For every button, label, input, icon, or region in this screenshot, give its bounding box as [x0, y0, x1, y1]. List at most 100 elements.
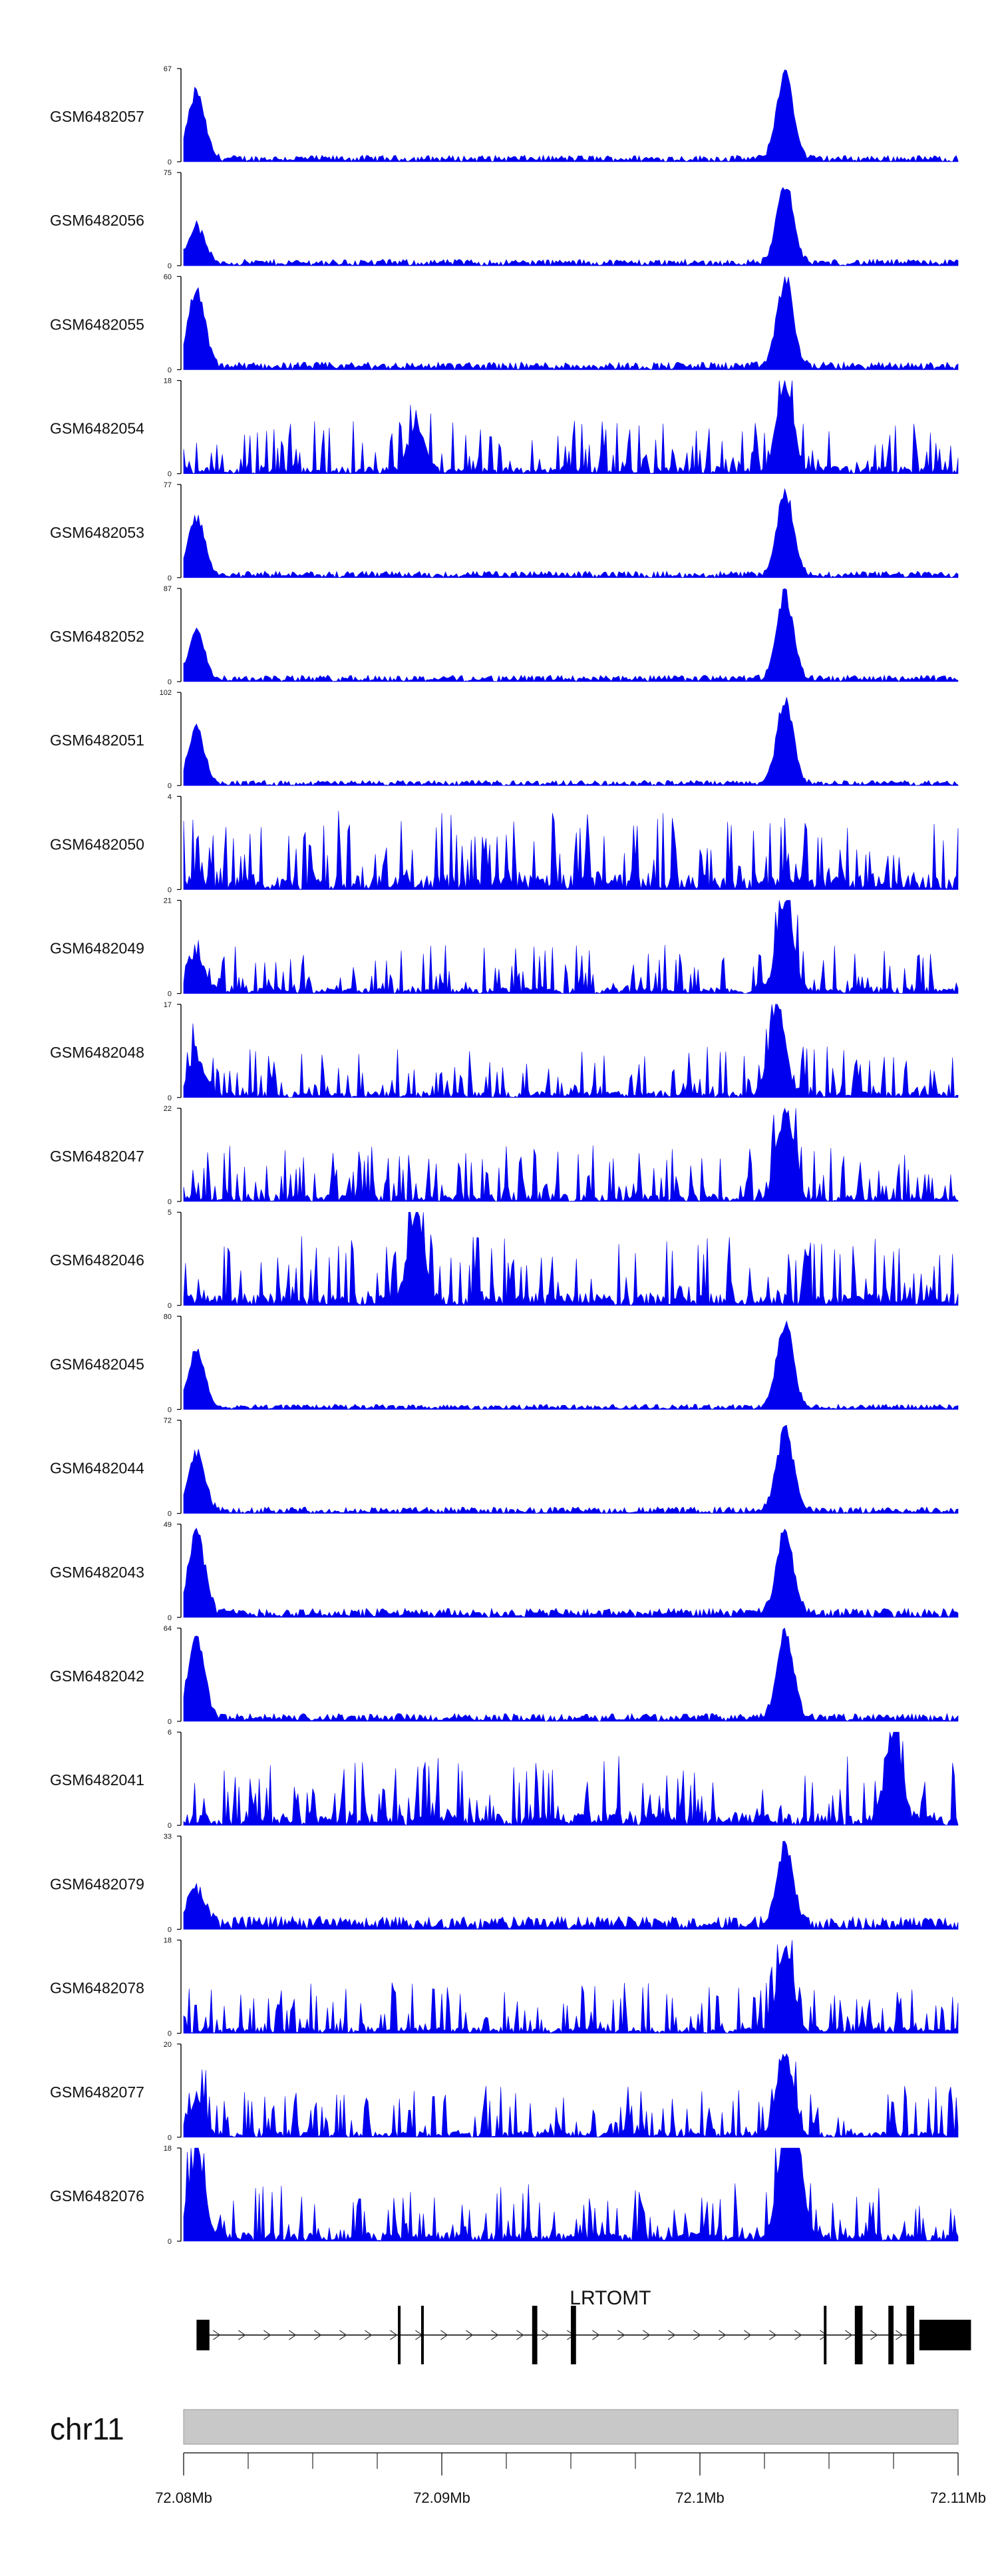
y-max-label: 60 — [164, 273, 172, 281]
track-GSM6482045: GSM6482045 80 0 — [50, 1313, 959, 1414]
coverage-area — [183, 588, 959, 682]
strand-chevron — [365, 2330, 373, 2340]
ideogram-band — [183, 2409, 959, 2445]
y-zero-label: 0 — [168, 262, 172, 270]
y-zero-label: 0 — [168, 1302, 172, 1310]
track-label: GSM6482054 — [50, 420, 144, 437]
track-label: GSM6482048 — [50, 1044, 144, 1061]
strand-chevron — [542, 2330, 550, 2340]
track-GSM6482056: GSM6482056 75 0 — [50, 169, 959, 270]
strand-chevron — [870, 2330, 878, 2340]
track-GSM6482044: GSM6482044 72 0 — [50, 1417, 959, 1518]
coverage-area — [183, 1627, 959, 1722]
y-zero-label: 0 — [168, 990, 172, 998]
track-GSM6482043: GSM6482043 49 0 — [50, 1521, 959, 1622]
coverage-area — [183, 2147, 959, 2242]
strand-chevron — [693, 2330, 701, 2340]
track-GSM6482050: GSM6482050 4 0 — [50, 793, 959, 894]
exon — [196, 2320, 210, 2350]
y-zero-label: 0 — [168, 2030, 172, 2038]
strand-chevron — [896, 2330, 904, 2340]
track-label: GSM6482079 — [50, 1875, 144, 1892]
exon — [571, 2306, 576, 2364]
y-max-label: 18 — [164, 377, 172, 385]
y-zero-label: 0 — [168, 2134, 172, 2142]
strand-chevron — [289, 2330, 297, 2340]
track-label: GSM6482056 — [50, 212, 144, 229]
exon — [532, 2306, 538, 2364]
track-GSM6482049: GSM6482049 21 0 — [50, 897, 959, 998]
y-zero-label: 0 — [168, 158, 172, 166]
coverage-area — [183, 488, 959, 578]
y-zero-label: 0 — [168, 1614, 172, 1622]
track-GSM6482077: GSM6482077 20 0 — [50, 2041, 959, 2142]
coverage-area — [183, 276, 959, 371]
track-label: GSM6482078 — [50, 1980, 144, 1997]
exon — [420, 2306, 424, 2364]
y-max-label: 21 — [164, 897, 172, 905]
track-label: GSM6482044 — [50, 1460, 144, 1477]
track-GSM6482047: GSM6482047 22 0 — [50, 1105, 959, 1206]
y-max-label: 102 — [160, 689, 172, 697]
coverage-area — [183, 1004, 959, 1098]
strand-chevron — [339, 2330, 347, 2340]
y-zero-label: 0 — [168, 1406, 172, 1414]
y-zero-label: 0 — [168, 886, 172, 894]
y-max-label: 17 — [164, 1001, 172, 1009]
track-GSM6482052: GSM6482052 87 0 — [50, 585, 959, 686]
x-tick-label: 72.09Mb — [413, 2489, 470, 2506]
y-max-label: 6 — [168, 1729, 172, 1737]
y-zero-label: 0 — [168, 1718, 172, 1726]
coverage-area — [183, 69, 959, 162]
track-label: GSM6482051 — [50, 732, 144, 749]
coverage-area — [183, 1320, 959, 1410]
y-zero-label: 0 — [168, 1094, 172, 1102]
y-max-label: 75 — [164, 169, 172, 177]
y-max-label: 18 — [164, 2145, 172, 2153]
y-max-label: 33 — [164, 1832, 172, 1840]
track-GSM6482055: GSM6482055 60 0 — [50, 273, 959, 374]
y-zero-label: 0 — [168, 2238, 172, 2246]
track-label: GSM6482049 — [50, 940, 144, 957]
y-max-label: 64 — [164, 1625, 172, 1633]
coverage-tracks: GSM6482057670GSM6482056750GSM6482055600G… — [50, 65, 959, 2246]
coverage-area — [183, 1528, 959, 1618]
y-max-label: 77 — [164, 481, 172, 489]
chromosome-ideogram: chr11 — [50, 2409, 959, 2446]
strand-chevron — [744, 2330, 752, 2340]
strand-chevron — [390, 2330, 398, 2340]
coverage-area — [183, 2053, 959, 2138]
track-GSM6482057: GSM6482057 67 0 — [50, 65, 959, 166]
exon — [919, 2320, 971, 2350]
track-label: GSM6482042 — [50, 1667, 144, 1685]
strand-chevron — [466, 2330, 474, 2340]
exon — [398, 2306, 401, 2364]
strand-chevron — [643, 2330, 651, 2340]
track-GSM6482053: GSM6482053 77 0 — [50, 481, 959, 582]
track-label: GSM6482077 — [50, 2083, 144, 2101]
exon — [888, 2306, 894, 2364]
y-max-label: 20 — [164, 2041, 172, 2049]
track-GSM6482041: GSM6482041 6 0 — [50, 1729, 959, 1830]
track-GSM6482079: GSM6482079 33 0 — [50, 1832, 959, 1934]
gene-track: LRTOMT — [196, 2287, 971, 2364]
y-zero-label: 0 — [168, 1926, 172, 1934]
track-label: GSM6482052 — [50, 628, 144, 645]
y-max-label: 72 — [164, 1417, 172, 1425]
coverage-area — [183, 187, 959, 267]
strand-chevron — [820, 2330, 828, 2340]
y-zero-label: 0 — [168, 366, 172, 374]
track-label: GSM6482041 — [50, 1771, 144, 1789]
track-GSM6482046: GSM6482046 5 0 — [50, 1209, 959, 1310]
y-zero-label: 0 — [168, 471, 172, 479]
x-tick-label: 72.11Mb — [930, 2489, 986, 2506]
track-label: GSM6482043 — [50, 1564, 144, 1581]
track-GSM6482078: GSM6482078 18 0 — [50, 1937, 959, 2038]
genomic-axis: 72.08Mb 72.09Mb 72.1Mb 72.11Mb — [155, 2452, 986, 2506]
strand-chevron — [769, 2330, 777, 2340]
coverage-area — [183, 1940, 959, 2034]
track-GSM6482048: GSM6482048 17 0 — [50, 1001, 959, 1102]
strand-chevron — [617, 2330, 625, 2340]
strand-chevron — [314, 2330, 322, 2340]
